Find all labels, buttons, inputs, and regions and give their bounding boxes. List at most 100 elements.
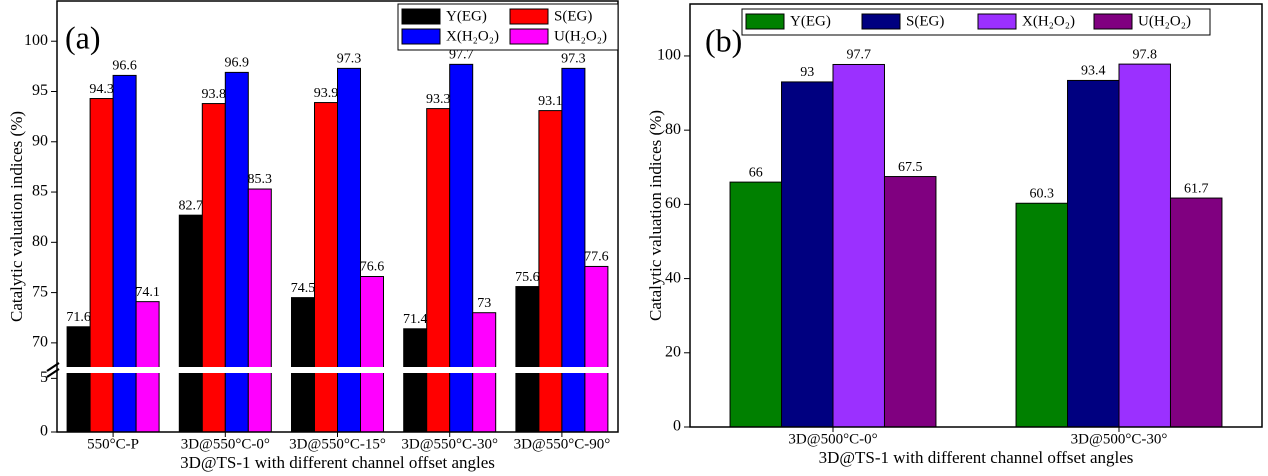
bar bbox=[449, 63, 474, 433]
value-label: 74.1 bbox=[135, 285, 160, 300]
value-label: 77.6 bbox=[584, 250, 609, 265]
bar bbox=[561, 67, 586, 433]
value-label: 60.3 bbox=[1030, 186, 1055, 201]
value-label: 97.3 bbox=[561, 52, 586, 67]
bar bbox=[201, 103, 226, 433]
legend-label: Y(EG) bbox=[446, 8, 487, 24]
value-label: 66 bbox=[749, 165, 763, 180]
bar bbox=[832, 63, 885, 428]
legend-label: X(H₂O₂) bbox=[446, 28, 499, 44]
legend-label: U(H₂O₂) bbox=[554, 28, 607, 44]
y-tick-label: 0 bbox=[40, 423, 48, 440]
bar bbox=[729, 181, 783, 428]
value-label: 94.3 bbox=[89, 82, 114, 97]
bar bbox=[178, 214, 203, 433]
x-tick-label: 3D@550°C-0° bbox=[181, 436, 270, 452]
value-label: 93.8 bbox=[202, 87, 227, 102]
x-tick-label: 3D@550°C-15° bbox=[289, 436, 386, 452]
value-label: 97.3 bbox=[337, 52, 362, 67]
value-label: 73 bbox=[477, 296, 491, 311]
bar bbox=[112, 74, 137, 433]
value-label: 74.5 bbox=[291, 281, 316, 296]
bar bbox=[313, 102, 338, 433]
y-tick-label: 95 bbox=[32, 82, 48, 99]
plot-frame bbox=[689, 3, 1263, 428]
value-label: 97.8 bbox=[1132, 47, 1157, 62]
y-tick-label: 100 bbox=[657, 47, 681, 64]
bar bbox=[426, 108, 451, 433]
bar bbox=[337, 67, 362, 433]
legend-swatch bbox=[509, 8, 549, 25]
value-label: 96.6 bbox=[112, 59, 137, 74]
value-label: 71.6 bbox=[66, 310, 91, 325]
x-tick-label: 3D@550°C-90° bbox=[514, 436, 611, 452]
value-label: 67.5 bbox=[898, 160, 923, 175]
legend-swatch bbox=[509, 28, 549, 45]
value-label: 61.7 bbox=[1184, 181, 1209, 196]
value-label: 93.3 bbox=[426, 92, 451, 107]
y-tick-label: 60 bbox=[665, 195, 681, 212]
bar bbox=[135, 301, 160, 433]
y-tick-label: 100 bbox=[24, 32, 48, 49]
bar bbox=[89, 98, 114, 433]
legend-label: U(H₂O₂) bbox=[1138, 13, 1191, 29]
bar bbox=[66, 326, 91, 433]
value-label: 93.9 bbox=[314, 86, 339, 101]
y-tick-label: 80 bbox=[32, 233, 48, 250]
legend-swatch bbox=[861, 13, 901, 30]
x-axis-label: 3D@TS-1 with different channel offset an… bbox=[180, 453, 495, 472]
value-label: 82.7 bbox=[179, 198, 204, 213]
legend-swatch bbox=[401, 28, 441, 45]
y-axis-label: Catalytic valuation indices (%) bbox=[646, 110, 665, 321]
legend-label: S(EG) bbox=[554, 8, 592, 24]
bar bbox=[1015, 202, 1069, 428]
y-tick-label: 40 bbox=[665, 269, 681, 286]
x-tick-label: 550°C-P bbox=[87, 436, 139, 452]
bar bbox=[247, 188, 272, 433]
bar bbox=[584, 265, 609, 433]
value-label: 93.1 bbox=[538, 94, 563, 109]
legend-swatch bbox=[1093, 13, 1133, 30]
y-tick-label: 0 bbox=[673, 418, 681, 435]
value-label: 71.4 bbox=[403, 312, 428, 327]
bar bbox=[360, 276, 385, 433]
value-label: 97.7 bbox=[846, 48, 871, 63]
plot-frame bbox=[56, 0, 619, 433]
x-tick-label: 3D@550°C-30° bbox=[401, 436, 498, 452]
value-label: 75.6 bbox=[515, 270, 540, 285]
legend-swatch bbox=[977, 13, 1017, 30]
value-label: 97.7 bbox=[449, 48, 474, 63]
value-label: 76.6 bbox=[360, 260, 385, 275]
y-tick-label: 70 bbox=[32, 334, 48, 351]
bar bbox=[515, 286, 540, 433]
y-tick-label: 20 bbox=[665, 343, 681, 360]
bar bbox=[1067, 79, 1120, 428]
legend-label: Y(EG) bbox=[790, 13, 831, 29]
axis-break-gap bbox=[45, 367, 617, 373]
y-tick-label: 5 bbox=[40, 369, 48, 386]
x-tick-label: 3D@500°C-30° bbox=[1071, 431, 1168, 447]
value-label: 93 bbox=[800, 65, 814, 80]
legend-label: S(EG) bbox=[906, 13, 944, 29]
panel-label: (a) bbox=[65, 19, 101, 55]
y-tick-label: 80 bbox=[665, 121, 681, 138]
bar bbox=[403, 328, 428, 433]
x-axis-label: 3D@TS-1 with different channel offset an… bbox=[819, 448, 1134, 467]
bar bbox=[290, 297, 315, 433]
x-tick-label: 3D@500°C-0° bbox=[788, 431, 877, 447]
y-axis-label: Catalytic valuation indices (%) bbox=[7, 111, 26, 322]
bar bbox=[1169, 197, 1223, 428]
legend-label: X(H₂O₂) bbox=[1022, 13, 1075, 29]
bar bbox=[883, 176, 937, 428]
value-label: 93.4 bbox=[1081, 64, 1106, 79]
legend-swatch bbox=[401, 8, 441, 25]
bar bbox=[224, 71, 249, 433]
value-label: 96.9 bbox=[225, 56, 250, 71]
bar bbox=[1118, 63, 1171, 428]
value-label: 85.3 bbox=[248, 172, 273, 187]
legend-swatch bbox=[745, 13, 785, 30]
y-tick-label: 85 bbox=[32, 183, 48, 200]
bar bbox=[538, 110, 563, 433]
bar bbox=[781, 81, 834, 428]
